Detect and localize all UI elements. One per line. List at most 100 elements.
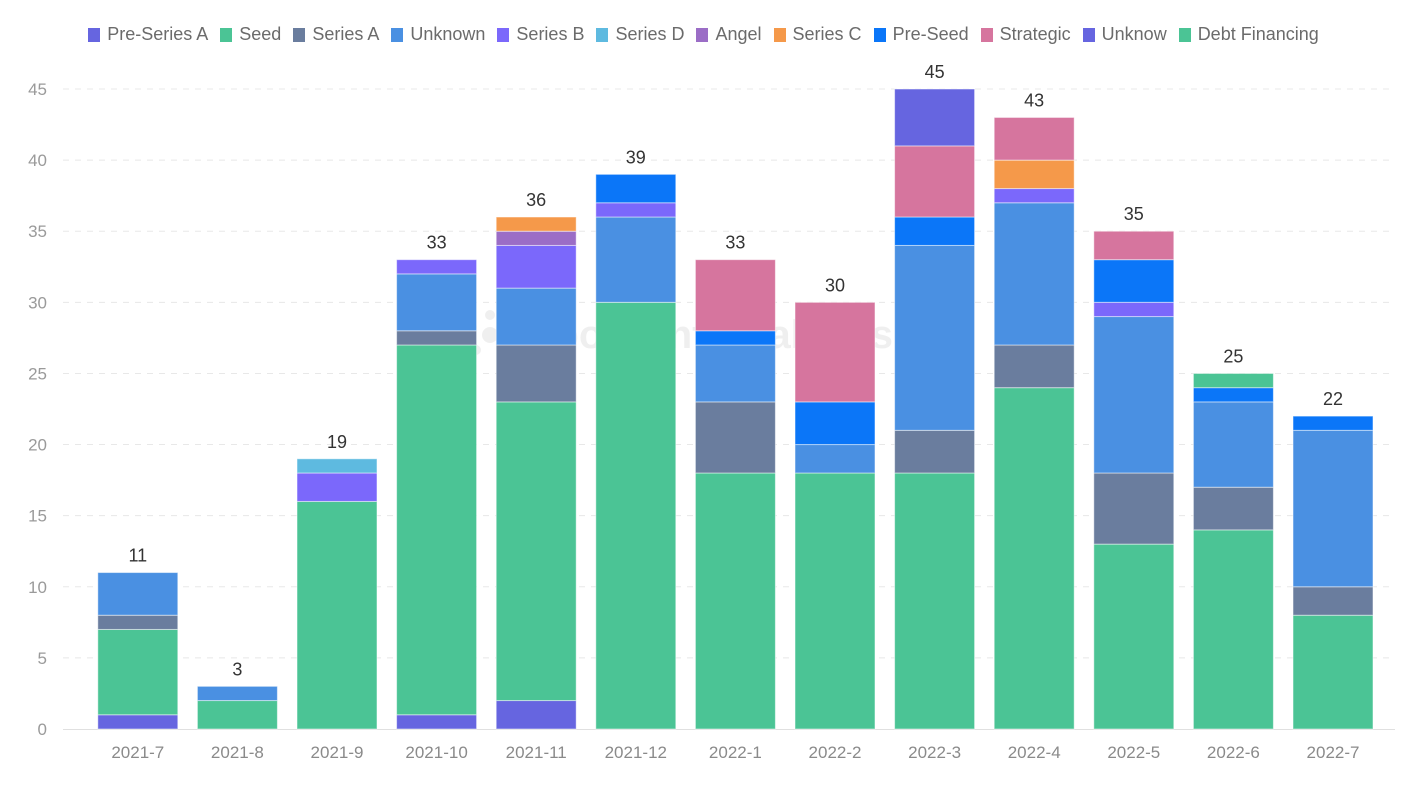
legend-swatch xyxy=(293,27,306,42)
bar-segment-seed xyxy=(1192,529,1274,730)
bar-segment-seed xyxy=(894,472,976,730)
x-tick-label: 2022-6 xyxy=(1207,743,1260,762)
legend-item[interactable]: Series A xyxy=(293,24,379,45)
legend-label: Series B xyxy=(516,24,585,44)
bar-segment-unknown xyxy=(495,287,577,346)
y-tick-label: 25 xyxy=(28,364,47,383)
legend-label: Seed xyxy=(239,24,282,44)
x-tick-label: 2021-7 xyxy=(111,743,164,762)
bar-segment-series-b xyxy=(495,244,577,289)
total-label: 36 xyxy=(526,190,546,210)
x-tick-label: 2022-2 xyxy=(809,743,862,762)
bar-segment-series-b xyxy=(595,202,677,218)
bar-segment-unknow xyxy=(894,88,976,147)
y-tick-label: 40 xyxy=(28,151,47,170)
total-label: 43 xyxy=(1024,90,1044,110)
bar-segment-unknown xyxy=(97,572,179,616)
legend-swatch xyxy=(980,27,993,42)
bar-segment-unknown xyxy=(694,344,776,403)
legend-item[interactable]: Unknown xyxy=(391,24,485,45)
bar-segment-series-a xyxy=(993,344,1075,389)
y-tick-label: 0 xyxy=(38,720,47,739)
total-label: 33 xyxy=(725,233,745,253)
bar-segment-unknown xyxy=(1292,429,1374,588)
bar-segment-series-a xyxy=(1192,486,1274,531)
x-tick-label: 2022-1 xyxy=(709,743,762,762)
legend-item[interactable]: Seed xyxy=(220,24,281,45)
legend-label: Angel xyxy=(715,24,762,44)
bar-segment-unknown xyxy=(1093,316,1175,474)
bar-segment-unknown xyxy=(894,244,976,431)
legend-label: Unknow xyxy=(1101,24,1167,44)
bar-segment-seed xyxy=(993,387,1075,730)
bar-segment-series-b xyxy=(396,259,478,275)
x-tick-label: 2022-3 xyxy=(908,743,961,762)
y-tick-label: 15 xyxy=(28,507,47,526)
legend-item[interactable]: Series D xyxy=(596,24,684,45)
x-tick-label: 2022-7 xyxy=(1307,743,1360,762)
bar-segment-debt-financing xyxy=(1192,372,1274,389)
bar-segment-seed xyxy=(495,401,577,702)
bar-segment-seed xyxy=(694,472,776,730)
x-tick-label: 2022-5 xyxy=(1107,743,1160,762)
legend-label: Series D xyxy=(615,24,685,44)
legend-label: Pre-Seed xyxy=(892,24,969,44)
bar-segment-series-b xyxy=(296,472,378,502)
legend-item[interactable]: Debt Financing xyxy=(1178,24,1319,45)
bar-segment-series-a xyxy=(97,614,179,630)
bar-segment-seed xyxy=(595,301,677,730)
bar-segment-series-a xyxy=(1093,472,1175,545)
legend-swatch xyxy=(873,27,886,42)
bar-segment-series-a xyxy=(694,401,776,474)
x-tick-label: 2021-12 xyxy=(605,743,667,762)
total-label: 39 xyxy=(626,147,646,167)
y-tick-label: 10 xyxy=(28,578,47,597)
bar-segment-pre-seed xyxy=(1292,415,1374,431)
legend-item[interactable]: Unknow xyxy=(1082,24,1167,45)
bar-segment-strategic xyxy=(1093,230,1175,261)
legend-item[interactable]: Angel xyxy=(696,24,762,45)
bar-segment-pre-seed xyxy=(894,216,976,246)
bar-segment-series-a xyxy=(1292,586,1374,616)
y-tick-label: 5 xyxy=(38,649,47,668)
bar-segment-pre-seed xyxy=(595,173,677,204)
total-label: 30 xyxy=(825,275,845,295)
bar-segment-unknown xyxy=(396,273,478,332)
legend-label: Debt Financing xyxy=(1197,24,1319,44)
legend-label: Pre-Series A xyxy=(107,24,209,44)
legend-item[interactable]: Strategic xyxy=(980,24,1071,45)
bar-segment-pre-series-a xyxy=(495,700,577,730)
x-tick-label: 2022-4 xyxy=(1008,743,1061,762)
bar-segment-series-a xyxy=(396,330,478,346)
bar-segment-series-b xyxy=(993,188,1075,204)
bar-segment-series-a xyxy=(894,429,976,474)
legend-item[interactable]: Pre-Seed xyxy=(873,24,969,45)
legend-swatch xyxy=(773,27,786,42)
legend-item[interactable]: Pre-Series A xyxy=(88,24,208,45)
legend-item[interactable]: Series B xyxy=(497,24,584,45)
legend-swatch xyxy=(596,27,609,42)
bar-segment-strategic xyxy=(794,301,876,403)
bar-segment-pre-series-a xyxy=(396,714,478,730)
bar-segment-unknown xyxy=(993,202,1075,346)
legend-swatch xyxy=(220,27,233,42)
legend-swatch xyxy=(391,27,404,42)
legend-label: Series A xyxy=(312,24,380,44)
legend-label: Strategic xyxy=(999,24,1071,44)
x-tick-label: 2021-11 xyxy=(506,743,567,762)
bar-segment-series-c xyxy=(495,216,577,232)
total-label: 11 xyxy=(128,546,147,566)
legend-item[interactable]: Series C xyxy=(773,24,862,45)
x-tick-label: 2021-10 xyxy=(405,743,467,762)
y-tick-label: 20 xyxy=(28,436,47,455)
bar-segment-seed xyxy=(296,500,378,730)
bar-segment-unknown xyxy=(196,685,278,702)
legend-label: Unknown xyxy=(410,24,486,44)
legend-swatch xyxy=(497,27,510,42)
y-tick-label: 45 xyxy=(28,80,47,99)
x-tick-label: 2021-9 xyxy=(311,743,364,762)
total-label: 19 xyxy=(327,432,347,452)
bar-segment-pre-series-a xyxy=(97,714,179,730)
bar-segment-seed xyxy=(97,628,179,716)
bar-segment-unknown xyxy=(794,444,876,474)
